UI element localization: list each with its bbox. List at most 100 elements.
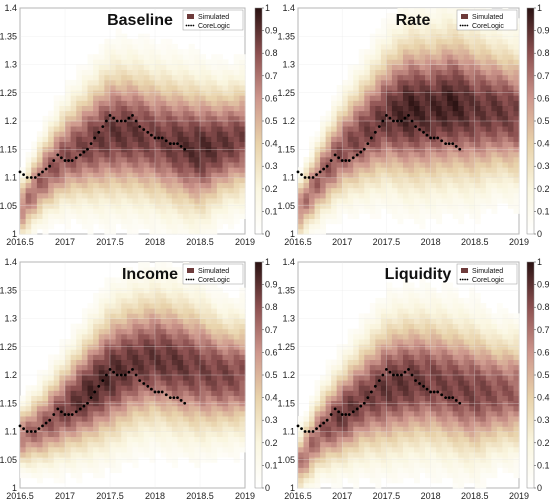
density-cell <box>397 18 404 24</box>
density-cell <box>233 182 240 189</box>
density-cell <box>309 141 315 148</box>
density-cell <box>402 54 409 60</box>
density-cell <box>205 333 212 340</box>
density-cell <box>491 187 498 194</box>
density-cell <box>53 441 60 448</box>
density-cell <box>303 167 310 173</box>
density-cell <box>336 467 343 473</box>
density-cell <box>458 69 465 76</box>
density-cell <box>104 167 111 173</box>
colorbar-tick-label: 0.2 <box>265 438 278 448</box>
density-cell <box>320 385 327 391</box>
density-cell <box>93 431 100 438</box>
density-cell <box>447 151 454 158</box>
density-cell <box>375 462 382 468</box>
density-cell <box>171 172 178 178</box>
density-cell <box>309 223 315 230</box>
density-cell <box>436 95 443 101</box>
density-cell <box>110 59 117 65</box>
density-cell <box>205 339 212 345</box>
density-cell <box>408 18 415 24</box>
density-cell <box>358 359 365 366</box>
density-cell <box>70 105 77 112</box>
density-cell <box>177 187 184 194</box>
density-cell <box>194 282 201 289</box>
density-cell <box>336 405 343 412</box>
density-cell <box>53 192 60 199</box>
density-cell <box>325 405 332 412</box>
corelogic-point <box>74 410 78 414</box>
density-cell <box>110 313 117 319</box>
density-cell <box>194 292 201 299</box>
density-cell <box>42 177 49 184</box>
density-cell <box>183 328 190 335</box>
density-cell <box>104 436 111 443</box>
density-cell <box>342 182 349 189</box>
density-cell <box>110 218 117 225</box>
density-cell <box>31 228 38 235</box>
density-cell <box>336 375 343 381</box>
density-cell <box>458 187 465 194</box>
density-cell <box>239 426 246 432</box>
density-cell <box>436 151 443 158</box>
density-cell <box>143 431 150 438</box>
density-cell <box>391 177 398 184</box>
density-cell <box>205 323 212 330</box>
density-cell <box>171 333 178 340</box>
density-cell <box>194 177 201 184</box>
density-cell <box>414 349 420 355</box>
density-cell <box>211 167 218 173</box>
density-cell <box>121 131 128 137</box>
density-cell <box>375 436 382 443</box>
density-cell <box>441 162 448 168</box>
density-cell <box>121 436 128 443</box>
density-cell <box>211 297 218 304</box>
density-cell <box>121 38 128 45</box>
density-cell <box>358 426 365 432</box>
density-cell <box>188 390 195 396</box>
density-cell <box>188 349 195 355</box>
density-cell <box>81 223 88 230</box>
density-cell <box>502 126 509 132</box>
density-cell <box>81 313 88 319</box>
density-cell <box>155 74 162 81</box>
density-cell <box>491 43 498 50</box>
density-cell <box>126 136 133 142</box>
density-cell <box>496 121 503 127</box>
density-cell <box>104 426 111 432</box>
density-cell <box>211 431 218 438</box>
density-cell <box>205 431 212 438</box>
density-cell <box>98 303 105 309</box>
density-cell <box>98 177 105 184</box>
density-cell <box>110 333 117 340</box>
density-cell <box>110 54 117 60</box>
density-cell <box>402 385 409 391</box>
density-cell <box>98 64 105 71</box>
density-cell <box>331 426 338 432</box>
density-cell <box>491 54 498 60</box>
density-cell <box>391 446 398 453</box>
density-cell <box>425 64 431 71</box>
density-cell <box>98 431 105 438</box>
density-cell <box>143 105 150 112</box>
density-cell <box>70 192 77 199</box>
density-cell <box>188 395 195 402</box>
density-cell <box>25 162 32 168</box>
colorbar-tick-label: 0.8 <box>537 48 550 58</box>
density-cell <box>115 339 122 345</box>
density-cell <box>353 328 360 335</box>
density-cell <box>25 218 32 225</box>
density-cell <box>353 436 360 443</box>
density-cell <box>364 313 371 319</box>
density-cell <box>436 182 443 189</box>
density-cell <box>121 313 128 319</box>
density-cell <box>211 410 218 417</box>
legend-simulated-swatch <box>187 14 194 19</box>
y-tick-label: 1.05 <box>277 201 295 211</box>
density-cell <box>98 410 105 417</box>
density-cell <box>320 162 327 168</box>
density-cell <box>87 462 94 468</box>
density-cell <box>353 467 360 473</box>
corelogic-point <box>82 404 86 408</box>
density-cell <box>70 95 77 101</box>
